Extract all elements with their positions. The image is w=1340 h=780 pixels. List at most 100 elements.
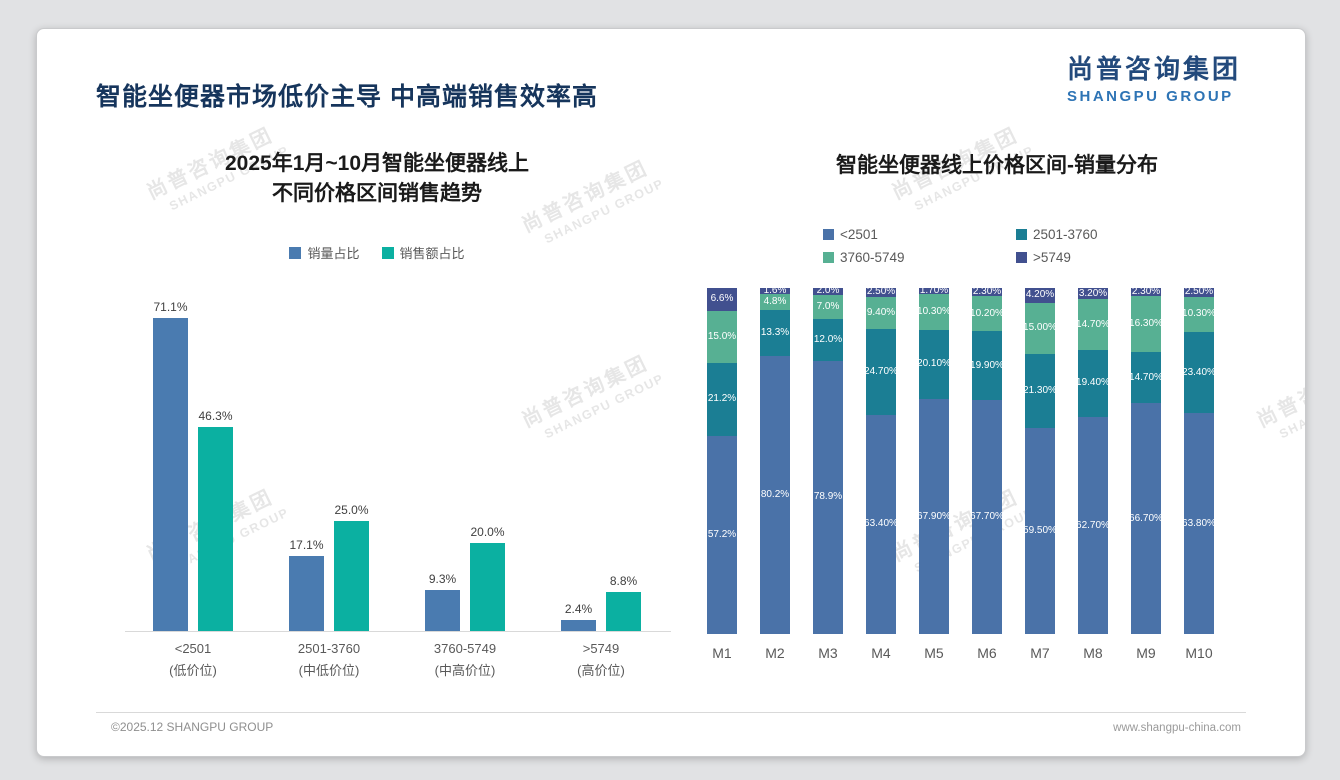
stack-segment	[707, 288, 737, 311]
watermark-text-en: SHANGPU GROUP	[1277, 371, 1306, 442]
bar	[561, 620, 596, 631]
legend-swatch-icon	[823, 252, 834, 263]
month-label: M4	[871, 645, 891, 661]
stack-segment	[760, 288, 790, 294]
stack-segment	[972, 399, 1002, 634]
segment-label: 14.70%	[1129, 371, 1163, 383]
stack-segment	[760, 310, 790, 357]
segment-label: 4.8%	[763, 295, 787, 307]
stack-segment	[1025, 354, 1055, 429]
slide-title: 智能坐便器市场低价主导 中高端销售效率高	[96, 83, 598, 111]
category-sublabel: (中低价位)	[298, 663, 360, 678]
month-label: M3	[818, 645, 838, 661]
legend-swatch-icon	[1016, 229, 1027, 240]
legend-item: 3760-5749	[823, 250, 1016, 265]
stack-segment	[707, 362, 737, 437]
category-label: 3760-5749	[433, 641, 497, 656]
logo-text-en: SHANGPU GROUP	[1066, 88, 1234, 105]
segment-label: 10.30%	[917, 305, 951, 317]
month-label: M2	[765, 645, 785, 661]
segment-label: 67.90%	[917, 510, 951, 522]
left-chart-title-line2: 不同价格区间销售趋势	[272, 182, 482, 205]
watermark: 尚普咨询集团 SHANGPU GROUP	[1251, 343, 1306, 447]
bar	[470, 543, 505, 631]
month-label: M8	[1083, 645, 1103, 661]
left-chart-title: 2025年1月~10月智能坐便器线上 不同价格区间销售趋势	[122, 149, 632, 209]
month-label: M5	[924, 645, 944, 661]
stack-segment	[919, 329, 949, 400]
segment-label: 20.10%	[917, 358, 951, 370]
legend-label: 销量占比	[307, 246, 360, 261]
segment-label: 78.9%	[813, 491, 843, 503]
month-label: M6	[977, 645, 997, 661]
category-sublabel: (低价位)	[169, 663, 217, 678]
watermark: 尚普咨询集团 SHANGPU GROUP	[516, 343, 667, 447]
bar-value-label: 71.1%	[153, 300, 188, 315]
segment-label: 3.20%	[1078, 287, 1108, 299]
legend-swatch-icon	[381, 246, 394, 259]
footer-website: www.shangpu-china.com	[1113, 722, 1241, 734]
bar-value-label: 46.3%	[198, 409, 233, 424]
stack-segment	[1184, 288, 1214, 297]
right-chart-title: 智能坐便器线上价格区间-销量分布	[836, 154, 1158, 177]
stack-segment	[866, 296, 896, 330]
legend-label: 3760-5749	[840, 250, 905, 265]
stack-segment	[1131, 288, 1161, 296]
segment-label: 16.30%	[1129, 318, 1163, 330]
bar	[606, 592, 641, 631]
segment-label: 67.70%	[970, 510, 1004, 522]
bar	[289, 555, 324, 631]
month-label: M7	[1030, 645, 1050, 661]
stack-segment	[919, 288, 949, 294]
segment-label: 1.6%	[763, 284, 787, 296]
month-label: M1	[712, 645, 732, 661]
segment-label: 66.70%	[1129, 512, 1163, 524]
segment-label: 24.70%	[864, 365, 898, 377]
legend-label: 销售额占比	[399, 246, 465, 261]
stack-segment	[866, 329, 896, 415]
watermark: 尚普咨询集团 SHANGPU GROUP	[886, 477, 1037, 581]
legend-swatch-icon	[1016, 252, 1027, 263]
stack-segment	[707, 310, 737, 363]
segment-label: 12.0%	[813, 333, 843, 345]
segment-label: 14.70%	[1076, 318, 1110, 330]
category-label: 2501-3760	[297, 641, 361, 656]
watermark-text-cn: 尚普咨询集团	[888, 485, 1023, 567]
bar-value-label: 9.3%	[428, 572, 457, 587]
segment-label: 2.0%	[816, 285, 840, 297]
stack-segment	[972, 331, 1002, 400]
segment-label: 21.30%	[1023, 385, 1057, 397]
legend-item: 销售额占比	[381, 243, 465, 262]
month-label: M10	[1185, 645, 1213, 661]
stack-segment	[919, 399, 949, 634]
segment-label: 19.40%	[1076, 377, 1110, 389]
bar	[153, 318, 188, 631]
stack-segment	[1078, 299, 1108, 350]
stack-segment	[1184, 296, 1214, 333]
left-chart-title-line1: 2025年1月~10月智能坐便器线上	[224, 152, 530, 175]
stack-segment	[972, 295, 1002, 332]
segment-label: 59.50%	[1023, 525, 1057, 537]
legend-item: >5749	[1016, 250, 1098, 265]
segment-label: 15.00%	[1023, 322, 1057, 334]
segment-label: 62.70%	[1076, 519, 1110, 531]
stack-segment	[1025, 428, 1055, 634]
slide: 尚普咨询集团 SHANGPU GROUP 尚普咨询集团 SHANGPU GROU…	[36, 28, 1306, 757]
segment-label: 4.20%	[1025, 289, 1055, 301]
bar	[334, 521, 369, 631]
bar-value-label: 2.4%	[564, 602, 593, 617]
segment-label: 80.2%	[760, 489, 790, 501]
stack-segment	[1184, 332, 1214, 414]
segment-label: 23.40%	[1182, 366, 1216, 378]
segment-label: 2.50%	[866, 286, 896, 298]
category-sublabel: (中高价位)	[434, 663, 496, 678]
stack-segment	[760, 356, 790, 634]
stack-segment	[1078, 288, 1108, 300]
stack-segment	[1025, 302, 1055, 355]
segment-label: 2.50%	[1184, 286, 1214, 298]
category-sublabel: (高价位)	[577, 663, 625, 678]
logo-text-cn: 尚普咨询集团	[1066, 54, 1241, 84]
watermark-text-cn: 尚普咨询集团	[1253, 351, 1306, 433]
segment-label: 2.30%	[972, 285, 1002, 297]
